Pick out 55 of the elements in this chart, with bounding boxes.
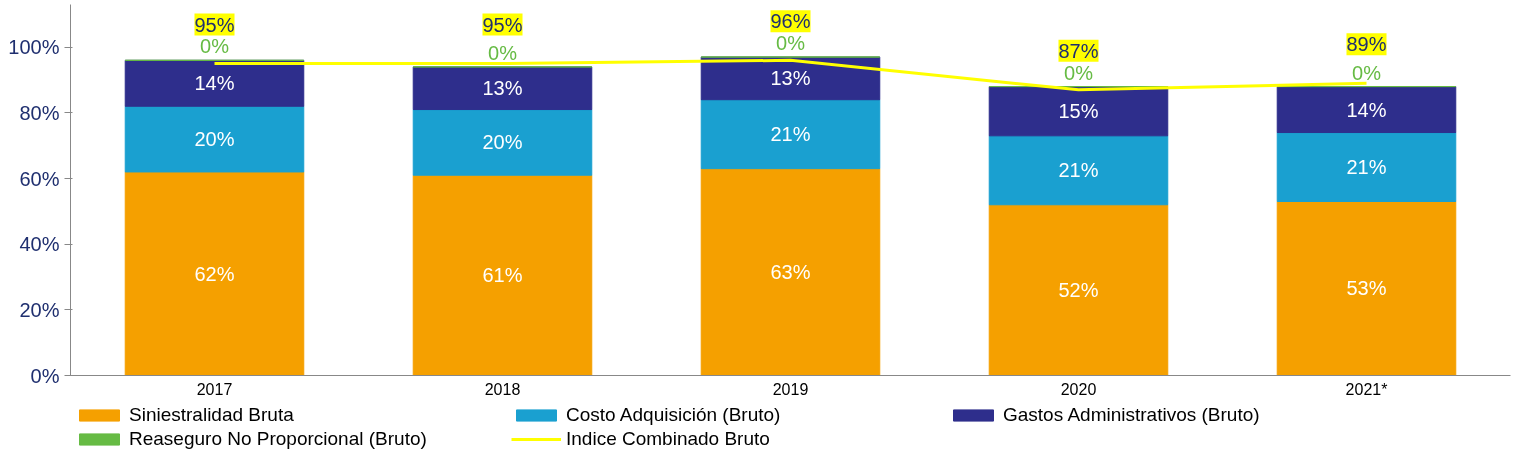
- y-tick-label: 40%: [19, 233, 60, 256]
- data-label: 20%: [482, 131, 523, 154]
- y-tick-label: 20%: [19, 298, 60, 321]
- data-label: 0%: [488, 41, 518, 64]
- bar: [412, 66, 593, 111]
- bar: [412, 174, 593, 376]
- data-label: 62%: [194, 262, 235, 285]
- x-tick-label: 2017: [196, 380, 233, 398]
- legend-label: Indice Combinado Bruto: [566, 428, 771, 450]
- bar: [1276, 200, 1457, 376]
- bar: [1276, 86, 1457, 134]
- data-label: 0%: [1352, 61, 1382, 84]
- bar: [988, 204, 1169, 376]
- bar: [124, 171, 305, 376]
- bar: [700, 168, 881, 376]
- bar: [700, 99, 881, 170]
- data-label: 21%: [1058, 159, 1099, 182]
- data-label: 87%: [1058, 39, 1099, 62]
- data-label: 21%: [770, 123, 811, 146]
- data-label: 53%: [1346, 277, 1387, 300]
- data-label: 0%: [776, 32, 806, 55]
- y-tick-label: 80%: [19, 101, 60, 124]
- data-label: 14%: [1346, 98, 1387, 121]
- bar: [988, 86, 1169, 137]
- x-tick-label: 2018: [484, 380, 521, 398]
- legend-label: Gastos Administrativos (Bruto): [1003, 404, 1261, 426]
- bar: [124, 59, 305, 107]
- data-label: 20%: [194, 128, 235, 151]
- data-label: 95%: [194, 13, 235, 36]
- legend-label: Reaseguro No Proporcional (Bruto): [129, 428, 428, 450]
- bar: [412, 109, 593, 176]
- bar: [1276, 132, 1457, 202]
- x-tick-label: 2020: [1060, 380, 1097, 398]
- data-label: 0%: [1064, 61, 1094, 84]
- legend-label: Costo Adquisición (Bruto): [566, 404, 782, 426]
- data-label: 21%: [1346, 156, 1387, 179]
- bar: [124, 105, 305, 173]
- data-label: 0%: [200, 35, 230, 58]
- y-tick-label: 60%: [19, 167, 60, 190]
- data-label: 52%: [1058, 279, 1099, 302]
- data-label: 14%: [194, 72, 235, 95]
- y-tick-label: 0%: [30, 364, 60, 387]
- x-tick-label: 2021*: [1345, 380, 1388, 398]
- bar: [988, 135, 1169, 206]
- data-label: 63%: [770, 261, 811, 284]
- data-label: 13%: [482, 77, 523, 100]
- data-label: 13%: [770, 67, 811, 90]
- data-label: 61%: [482, 264, 523, 287]
- legend-label: Siniestralidad Bruta: [129, 404, 295, 426]
- data-label: 89%: [1346, 33, 1387, 56]
- y-tick-label: 100%: [8, 36, 60, 59]
- x-tick-label: 2019: [772, 380, 809, 398]
- data-label: 15%: [1058, 100, 1099, 123]
- data-label: 95%: [482, 13, 523, 36]
- data-label: 96%: [770, 10, 811, 33]
